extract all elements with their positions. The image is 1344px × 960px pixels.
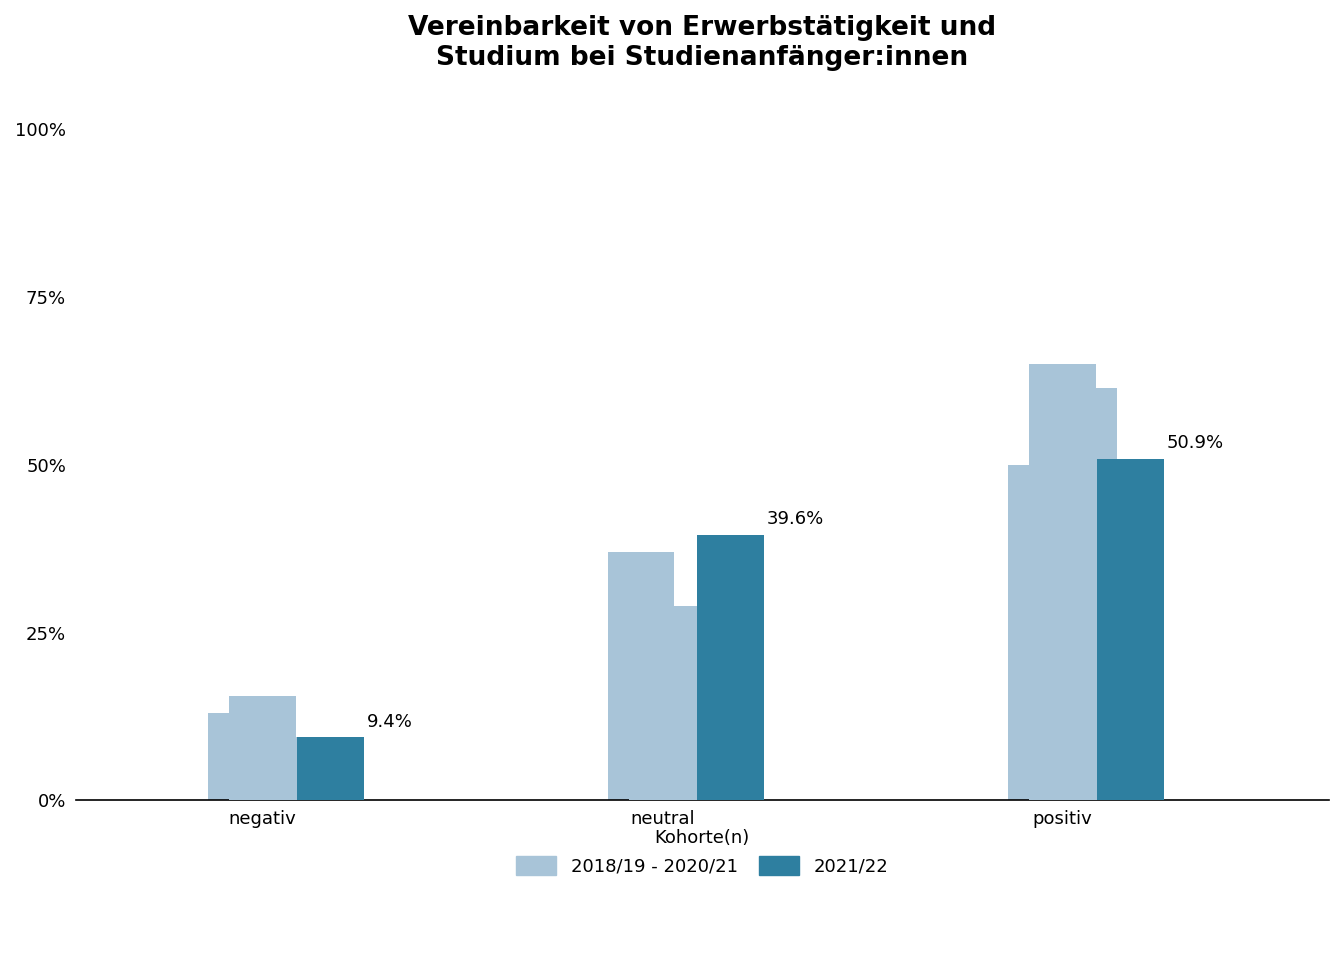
Bar (1008, 465, 1074, 801)
Bar (1051, 388, 1117, 801)
Bar (629, 666, 696, 801)
Bar (698, 535, 763, 801)
Bar (1030, 364, 1095, 801)
Text: 9.4%: 9.4% (367, 712, 413, 731)
Bar (650, 606, 718, 801)
Text: 50.9%: 50.9% (1167, 434, 1224, 452)
Bar (1097, 459, 1164, 801)
Text: 39.6%: 39.6% (767, 510, 824, 528)
Legend: 2018/19 - 2020/21, 2021/22: 2018/19 - 2020/21, 2021/22 (509, 822, 895, 883)
Bar (250, 736, 317, 801)
Title: Vereinbarkeit von Erwerbstätigkeit und
Studium bei Studienanfänger:innen: Vereinbarkeit von Erwerbstätigkeit und S… (409, 15, 996, 71)
Bar (208, 713, 274, 801)
Bar (607, 552, 675, 801)
Bar (297, 737, 364, 801)
Bar (228, 696, 296, 801)
